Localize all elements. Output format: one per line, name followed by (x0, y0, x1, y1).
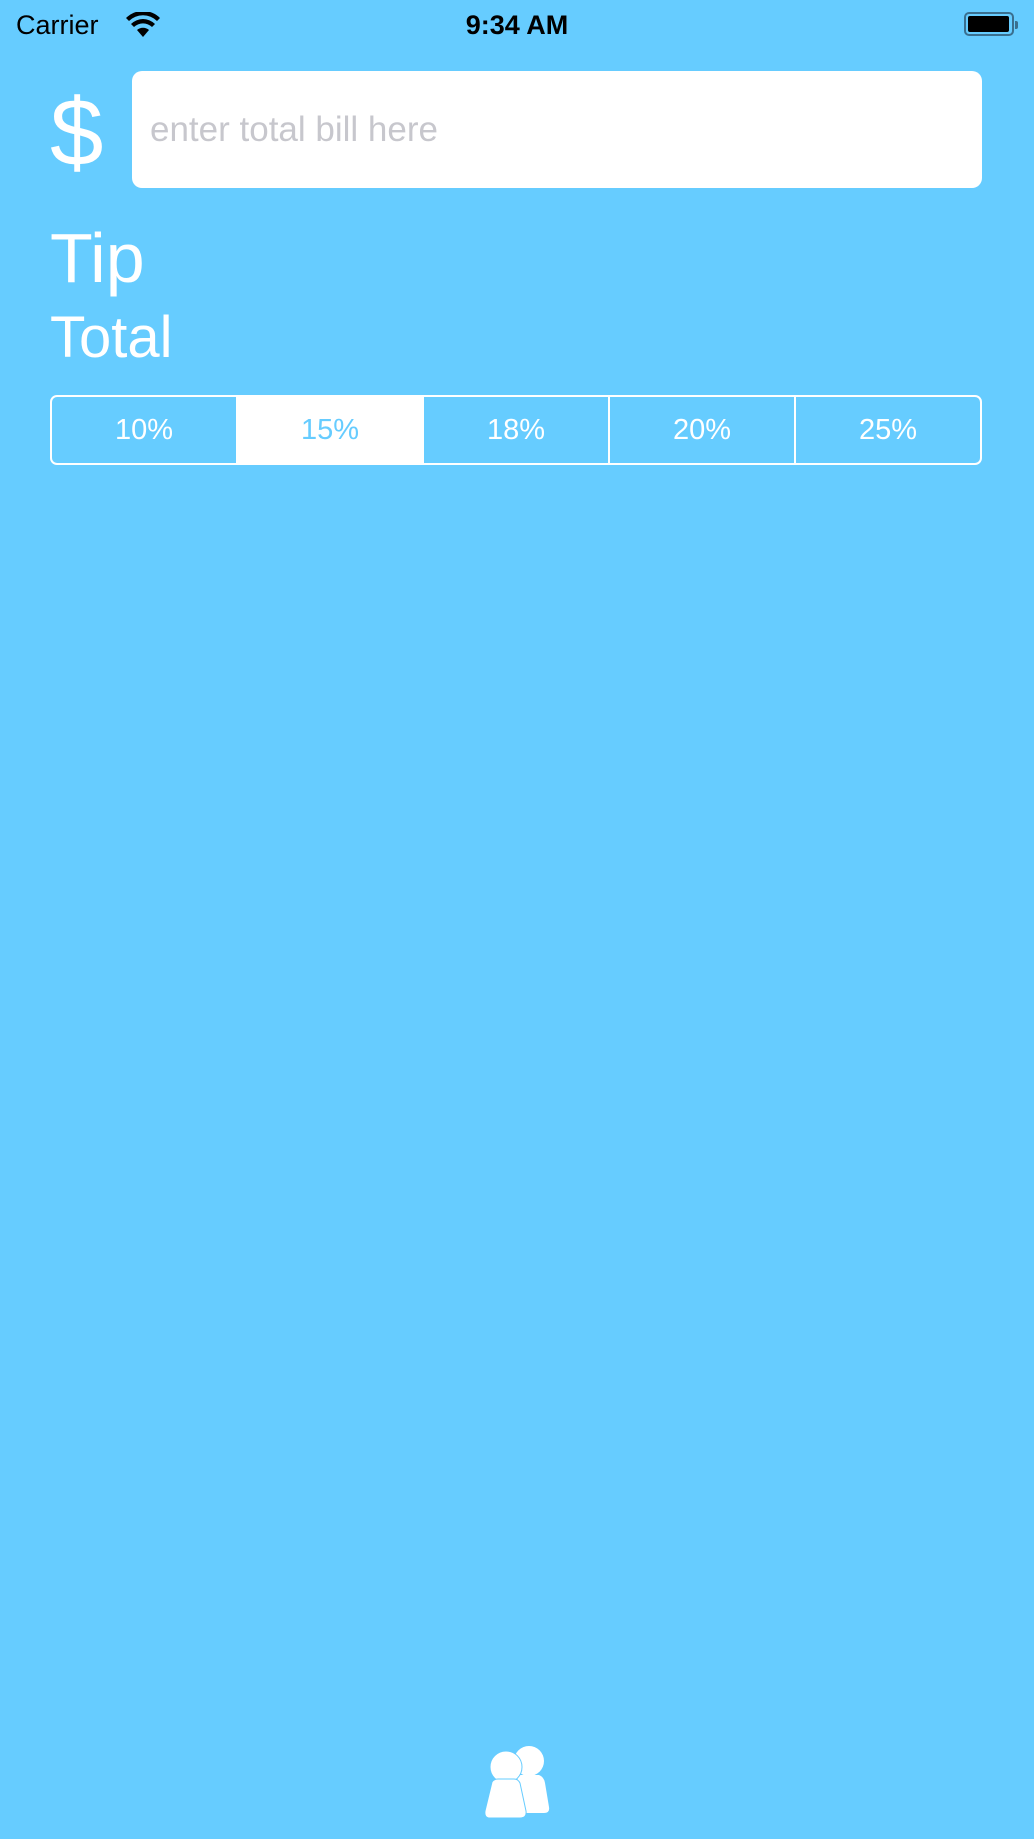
wifi-icon (126, 12, 160, 37)
bill-input[interactable] (132, 71, 982, 188)
tip-option-25[interactable]: 25% (794, 397, 980, 463)
currency-symbol: $ (50, 79, 104, 186)
people-icon[interactable] (484, 1743, 550, 1819)
carrier-label: Carrier (16, 10, 99, 40)
total-label: Total (50, 305, 173, 370)
battery-icon (964, 12, 1018, 36)
tip-option-18[interactable]: 18% (422, 397, 608, 463)
tip-option-10[interactable]: 10% (114, 413, 174, 446)
tip-label: Tip (50, 219, 145, 297)
clock: 9:34 AM (465, 10, 569, 40)
tip-option-20[interactable]: 20% (608, 397, 794, 463)
status-bar: Carrier 9:34 AM (0, 0, 1034, 48)
tip-option-15[interactable]: 15% (236, 397, 422, 463)
tip-percentage-selector[interactable]: 10% 15% 18% 20% 25% (50, 395, 982, 465)
